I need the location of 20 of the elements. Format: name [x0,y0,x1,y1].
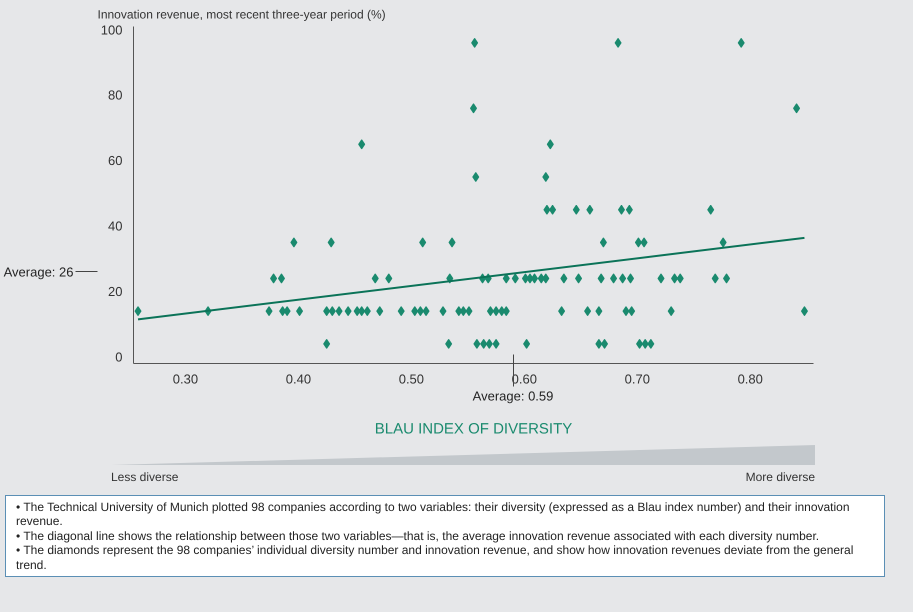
x-tick-label: 0.40 [286,372,312,386]
ref-line-label: Average: 0.59 [472,388,554,404]
x-tick-label: 0.70 [624,372,650,386]
x-tick-label: 0.30 [172,372,198,386]
y-tick-label: 40 [108,218,123,234]
y-tick-label: 20 [108,284,123,300]
text: • The diamonds represent the 98 companies’ individual diversity number and innovation revenue, and show how innovation revenues deviate from the general trend. [16,543,854,572]
text: • The Technical University of Munich plotted 98 companies according to two variables: their diversity (expressed as a Blau index number) and their innovation revenue. [16,500,851,529]
text: • The diagonal line shows the relationship between those two variables—that is, the average innovation revenue associated with each diversity number. [16,528,820,544]
x-tick-label: 0.80 [738,372,763,386]
y-axis-title: Innovation revenue, most recent three-year period (%) [98,8,386,22]
y-tick-label: 100 [100,22,123,38]
text: More diverse [746,469,815,486]
y-tick-label: 0 [115,349,123,364]
ref-line-label: Average: 26 [4,264,74,280]
y-tick-label: 80 [108,88,123,103]
x-tick-label: 0.50 [398,372,424,386]
text: Less diverse [111,469,178,486]
y-tick-label: 60 [108,153,123,168]
x-axis-title: BLAU INDEX OF DIVERSITY [374,420,572,438]
